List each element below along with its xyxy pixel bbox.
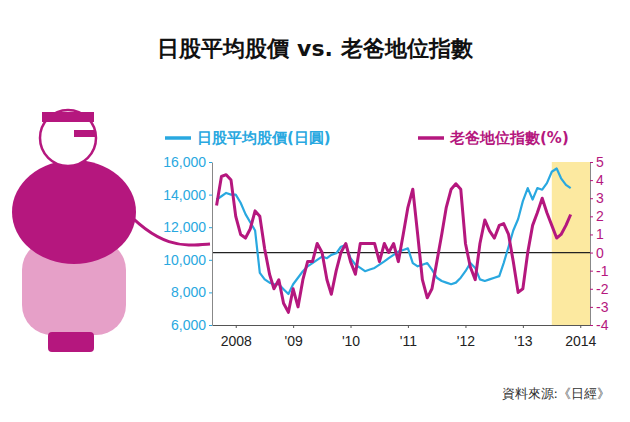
x-tick-mark bbox=[465, 325, 466, 328]
x-tick: 2014 bbox=[565, 325, 596, 349]
y2-axis: -4 -3 -2 -1 0 1 2 3 4 5 bbox=[590, 154, 609, 333]
y-tick: 16,000 bbox=[163, 154, 212, 170]
y-tick-label: 10,000 bbox=[163, 252, 206, 268]
y-axis-line bbox=[212, 163, 213, 326]
y2-tick-mark bbox=[590, 253, 593, 254]
x-tick-label: 2014 bbox=[565, 333, 596, 349]
y2-tick-label: 3 bbox=[596, 190, 604, 206]
x-tick-label: '13 bbox=[514, 333, 532, 349]
y2-tick-mark bbox=[590, 271, 593, 272]
x-tick: '11 bbox=[400, 325, 417, 349]
x-tick: '10 bbox=[342, 325, 360, 349]
body bbox=[12, 160, 136, 264]
series-line bbox=[217, 175, 571, 313]
y2-tick-mark bbox=[590, 180, 593, 181]
y-tick-mark bbox=[209, 227, 212, 228]
y2-tick-label: -1 bbox=[596, 263, 609, 279]
x-tick-label: '11 bbox=[400, 333, 417, 349]
y-tick: 10,000 bbox=[163, 252, 212, 268]
y-tick-mark bbox=[209, 325, 212, 326]
x-tick: '13 bbox=[514, 325, 532, 349]
source: 資料來源:《日經》 bbox=[502, 386, 610, 401]
y-tick-label: 6,000 bbox=[171, 317, 206, 333]
y2-tick-label: -4 bbox=[596, 317, 609, 333]
y2-tick: 5 bbox=[590, 154, 604, 170]
y2-tick: -4 bbox=[590, 317, 609, 333]
y2-tick-mark bbox=[590, 162, 593, 163]
y-tick-label: 14,000 bbox=[163, 187, 206, 203]
y2-tick-mark bbox=[590, 325, 593, 326]
y2-tick: -2 bbox=[590, 281, 609, 297]
y2-tick: 2 bbox=[590, 208, 604, 224]
y2-tick-label: -3 bbox=[596, 299, 609, 315]
x-tick: '09 bbox=[285, 325, 303, 349]
y2-tick-mark bbox=[590, 307, 593, 308]
x-axis: 2008 '09 '10 '11 '12 '13 2014 bbox=[213, 325, 597, 349]
x-tick-label: '12 bbox=[457, 333, 475, 349]
y2-tick-label: -2 bbox=[596, 281, 609, 297]
y-tick-mark bbox=[209, 195, 212, 196]
y2-tick-mark bbox=[590, 216, 593, 217]
y2-tick-mark bbox=[590, 198, 593, 199]
y-tick-label: 12,000 bbox=[163, 219, 206, 235]
y-tick: 6,000 bbox=[171, 317, 212, 333]
y-tick: 12,000 bbox=[163, 219, 212, 235]
x-tick: '12 bbox=[457, 325, 475, 349]
x-tick-mark bbox=[580, 325, 581, 328]
glasses bbox=[74, 130, 96, 137]
y-tick: 14,000 bbox=[163, 187, 212, 203]
y-tick-label: 16,000 bbox=[163, 154, 206, 170]
y2-tick: 0 bbox=[590, 245, 604, 261]
y2-tick-label: 4 bbox=[596, 172, 604, 188]
highlight-band bbox=[552, 162, 590, 325]
x-tick-mark bbox=[236, 325, 237, 328]
illustration bbox=[12, 110, 210, 352]
y-axis: 6,000 8,000 10,000 12,000 14,000 16,000 bbox=[163, 154, 212, 333]
shoes bbox=[48, 332, 94, 352]
y2-tick: 1 bbox=[590, 226, 604, 242]
y2-tick: 4 bbox=[590, 172, 604, 188]
y2-tick: -1 bbox=[590, 263, 609, 279]
x-tick-mark bbox=[293, 325, 294, 328]
y2-tick-mark bbox=[590, 234, 593, 235]
chart: 2008'09'10'11'12'1320146,0008,00010,0001… bbox=[0, 0, 630, 422]
y2-tick-label: 5 bbox=[596, 154, 604, 170]
x-tick-mark bbox=[523, 325, 524, 328]
y2-tick: -3 bbox=[590, 299, 609, 315]
y2-tick-label: 2 bbox=[596, 208, 604, 224]
x-tick-label: '09 bbox=[285, 333, 303, 349]
legend-label: 老爸地位指數(%) bbox=[449, 129, 569, 147]
y2-tick: 3 bbox=[590, 190, 604, 206]
y-tick-mark bbox=[209, 162, 212, 163]
hair bbox=[42, 112, 94, 122]
legend-label: 日股平均股價(日圓) bbox=[197, 129, 331, 147]
legend-swatch bbox=[165, 136, 191, 140]
y-tick-label: 8,000 bbox=[171, 284, 206, 300]
y2-axis-line bbox=[590, 163, 591, 326]
plot-area bbox=[212, 162, 590, 325]
legend-swatch bbox=[418, 136, 444, 140]
x-tick: 2008 bbox=[221, 325, 252, 349]
y2-tick-mark bbox=[590, 289, 593, 290]
x-tick-mark bbox=[351, 325, 352, 328]
x-tick-label: '10 bbox=[342, 333, 360, 349]
y-tick: 8,000 bbox=[171, 284, 212, 300]
head bbox=[40, 110, 96, 166]
title: 日股平均股價 vs. 老爸地位指數 bbox=[157, 36, 473, 61]
y2-tick-label: 1 bbox=[596, 226, 604, 242]
x-tick-label: 2008 bbox=[221, 333, 252, 349]
x-axis-line bbox=[213, 325, 591, 326]
legend: 日股平均股價(日圓) 老爸地位指數(%) bbox=[165, 129, 569, 147]
y-tick-mark bbox=[209, 260, 212, 261]
y2-tick-label: 0 bbox=[596, 245, 604, 261]
x-tick-mark bbox=[408, 325, 409, 328]
y-tick-mark bbox=[209, 292, 212, 293]
